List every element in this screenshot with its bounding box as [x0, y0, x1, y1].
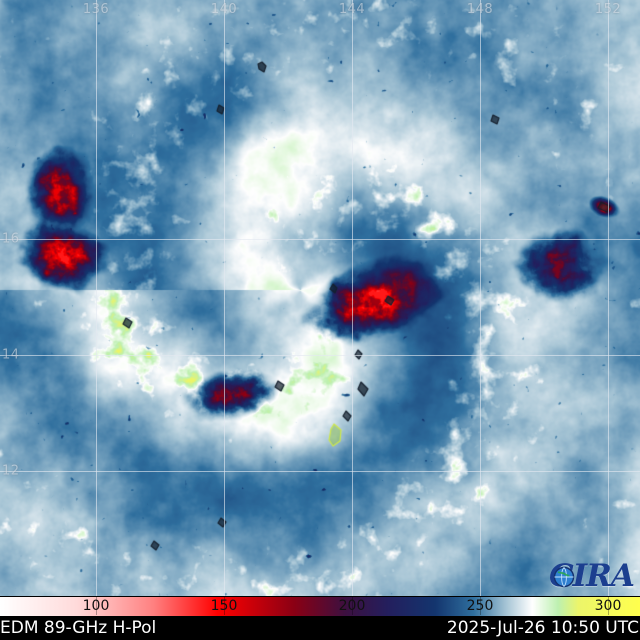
colorbar: 100 150 200 250 300: [0, 596, 640, 616]
colorbar-tick: [224, 596, 225, 615]
colorbar-tick-label: 250: [466, 598, 494, 614]
colorbar-tick-label: 150: [210, 598, 238, 614]
colorbar-tick-label: 300: [594, 598, 622, 614]
status-bar: EDM 89-GHz H-Pol 2025-Jul-26 10:50 UTC: [0, 616, 640, 640]
satellite-imagery-canvas: [0, 0, 640, 596]
satellite-image-panel: 136 140 144 148 152 16 14 12 CIRA: [0, 0, 640, 596]
colorbar-tick-label: 200: [338, 598, 366, 614]
colorbar-tick: [96, 596, 97, 615]
colorbar-tick: [352, 596, 353, 615]
colorbar-tick-label: 100: [82, 598, 110, 614]
colorbar-gradient: [0, 597, 640, 616]
colorbar-tick: [608, 596, 609, 615]
product-label: EDM 89-GHz H-Pol: [0, 618, 157, 638]
colorbar-tick: [480, 596, 481, 615]
timestamp-label: 2025-Jul-26 10:50 UTC: [446, 618, 639, 638]
